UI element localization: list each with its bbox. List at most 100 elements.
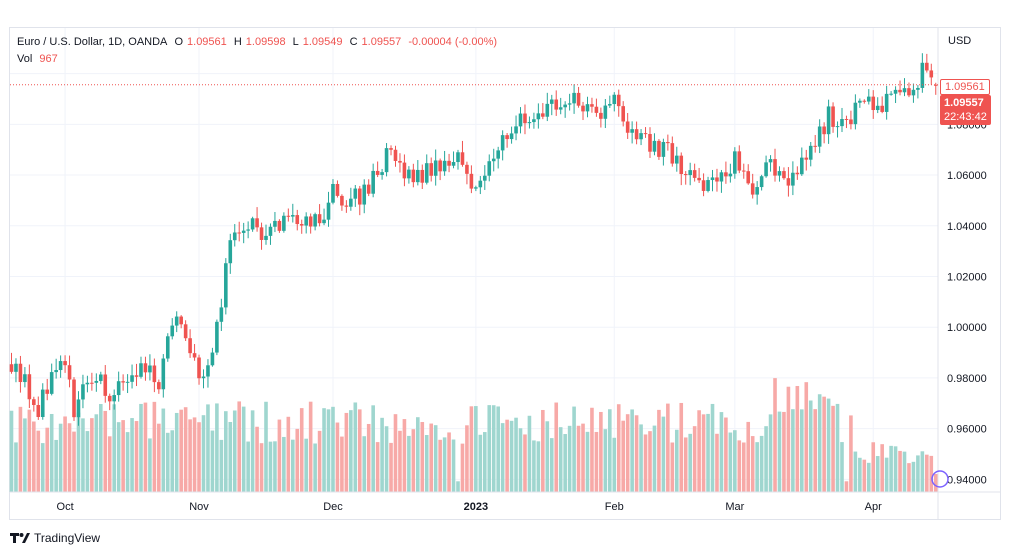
candle: [27, 364, 32, 409]
candle-body: [326, 202, 331, 220]
candle: [40, 383, 45, 420]
candle-body: [197, 357, 201, 379]
volume-bar: [192, 417, 197, 492]
candle: [920, 53, 925, 93]
candle: [639, 129, 643, 146]
volume-bar: [259, 443, 264, 492]
candle: [76, 391, 81, 426]
candle: [161, 354, 166, 398]
low-value: 1.09549: [302, 36, 343, 48]
candle: [786, 167, 791, 197]
volume-bar: [268, 441, 273, 492]
volume-bar: [880, 444, 884, 492]
volume-bar: [808, 400, 813, 492]
candle: [389, 145, 393, 156]
volume-bar: [728, 432, 733, 492]
candle-body: [724, 172, 728, 177]
candle: [764, 155, 768, 178]
volume-bar: [907, 463, 911, 492]
volume-bar: [532, 440, 536, 492]
volume-bar: [322, 408, 326, 492]
candle-body: [407, 169, 411, 179]
volume-scroll-indicator[interactable]: [931, 470, 949, 488]
candle-body: [32, 399, 36, 406]
candle-body: [625, 121, 630, 133]
currency-label[interactable]: USD: [948, 35, 972, 47]
candle: [465, 161, 469, 185]
volume-bar: [893, 446, 898, 492]
volume-bar: [603, 429, 608, 492]
candle: [875, 97, 880, 114]
candle-body: [782, 171, 786, 179]
candle-body: [340, 195, 344, 206]
candle-body: [746, 171, 751, 184]
candle-body: [250, 218, 255, 230]
candle: [143, 356, 148, 381]
candle: [335, 180, 340, 198]
candle-body: [27, 374, 32, 400]
symbol-title[interactable]: Euro / U.S. Dollar, 1D, OANDA: [17, 36, 168, 48]
candle: [183, 320, 188, 341]
candle: [317, 204, 322, 227]
vol-label[interactable]: Vol: [17, 53, 33, 65]
candle-body: [40, 389, 45, 417]
candle: [139, 356, 143, 379]
candle-body: [692, 170, 697, 178]
candle-body: [107, 395, 112, 402]
candle-body: [920, 62, 925, 88]
candle: [536, 103, 541, 129]
candle-body: [719, 172, 724, 182]
candle-body: [728, 173, 733, 177]
volume-bar: [581, 423, 585, 492]
volume-bar: [496, 406, 500, 492]
volume-bar: [621, 420, 626, 492]
candle: [165, 333, 170, 362]
candle: [424, 154, 429, 185]
volume-bar: [210, 430, 215, 492]
volume-bar: [362, 436, 367, 492]
candle-body: [366, 184, 371, 194]
volume-bar: [398, 430, 402, 492]
candle-body: [232, 232, 237, 241]
high-label: H: [233, 36, 242, 48]
candle-body: [849, 119, 853, 125]
candle: [831, 102, 835, 133]
candle-body: [657, 140, 661, 157]
volume-bar: [795, 385, 800, 492]
candle: [420, 164, 425, 190]
candle-body: [683, 174, 688, 176]
candle-body: [246, 229, 250, 231]
candle-body: [639, 133, 643, 140]
volume-bar: [509, 420, 514, 492]
candle-body: [786, 178, 791, 186]
candle: [407, 166, 411, 184]
candle: [54, 358, 58, 379]
volume-bar: [380, 417, 384, 492]
candle-body: [433, 160, 438, 176]
candle-body: [777, 171, 782, 176]
candle-body: [929, 70, 934, 78]
candle-body: [393, 149, 398, 161]
candle: [625, 112, 630, 139]
candle: [438, 158, 442, 181]
candle-body: [666, 142, 670, 144]
y-tick-label: 0.94000: [947, 474, 987, 486]
volume-bar: [241, 406, 246, 492]
volume-bar: [536, 441, 541, 492]
candle: [688, 162, 692, 186]
candle: [72, 377, 76, 421]
candle: [112, 389, 116, 410]
candle-body: [268, 226, 273, 236]
candle-body: [45, 389, 50, 394]
tradingview-brand[interactable]: TradingView: [34, 531, 101, 545]
candle-body: [634, 129, 639, 140]
candle-body: [219, 307, 224, 322]
volume-bar: [224, 411, 228, 492]
candle-body: [72, 379, 76, 418]
y-tick-label: 1.06000: [947, 170, 987, 182]
tradingview-logo-icon[interactable]: [10, 532, 30, 544]
candle: [523, 104, 527, 135]
volume-bar: [139, 403, 143, 492]
volume-bar: [349, 410, 353, 492]
